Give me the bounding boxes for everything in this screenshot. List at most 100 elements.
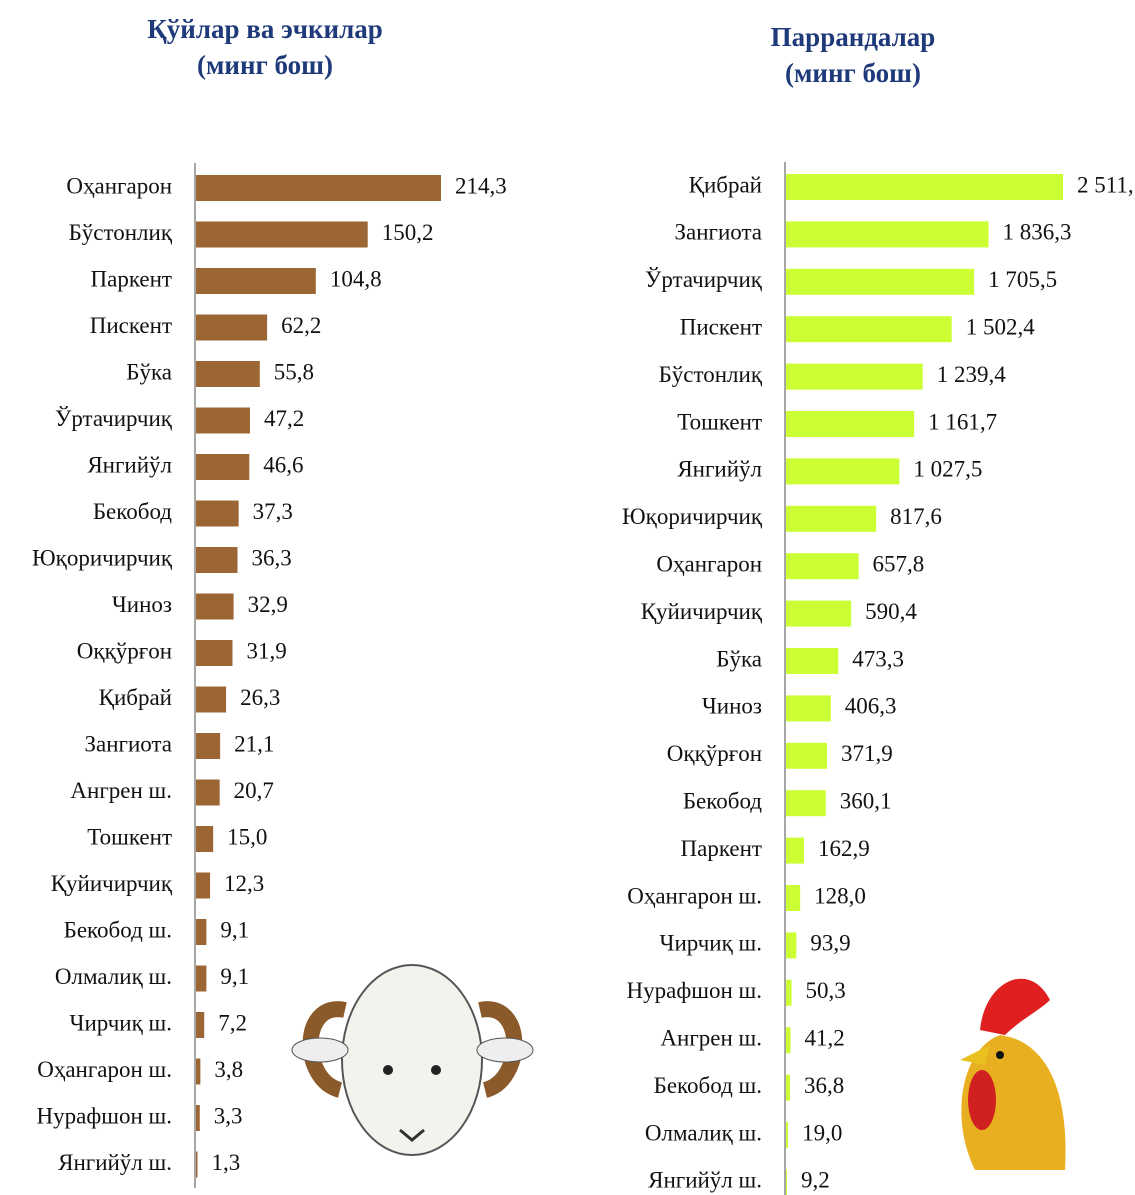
bar	[196, 221, 368, 248]
bar	[196, 919, 207, 945]
value-label: 7,2	[218, 1010, 247, 1035]
bar	[786, 1169, 788, 1195]
value-label: 2 511,5	[1077, 172, 1135, 197]
category-label: Қуйичирчиқ	[51, 871, 173, 896]
value-label: 128,0	[814, 883, 866, 908]
bar	[786, 600, 852, 627]
category-label: Зангиота	[84, 731, 172, 756]
bar	[786, 505, 877, 532]
value-label: 3,3	[214, 1103, 243, 1128]
bar	[196, 872, 211, 899]
category-label: Паркент	[91, 266, 173, 291]
value-label: 150,2	[382, 220, 434, 245]
value-label: 214,3	[455, 173, 507, 198]
bar	[786, 790, 826, 817]
value-label: 406,3	[845, 694, 897, 719]
bar	[786, 1122, 789, 1148]
value-label: 19,0	[802, 1120, 842, 1145]
bar	[196, 1058, 201, 1085]
category-label: Бўстонлиқ	[659, 362, 763, 387]
value-label: 360,1	[840, 788, 892, 813]
category-label: Қибрай	[689, 172, 762, 197]
category-label: Оҳангарон ш.	[627, 883, 762, 908]
bar	[196, 547, 238, 573]
value-label: 9,1	[220, 964, 249, 989]
category-label: Оққўрғон	[77, 638, 172, 663]
category-label: Юқоричирчиқ	[32, 545, 173, 570]
bar	[786, 411, 915, 437]
value-label: 473,3	[852, 646, 904, 671]
bar	[196, 1105, 200, 1131]
category-label: Тошкент	[677, 409, 762, 434]
category-label: Бекобод	[93, 499, 172, 524]
bar	[786, 458, 900, 485]
category-label: Чиноз	[112, 592, 172, 617]
value-label: 9,1	[220, 917, 249, 942]
category-label: Олмалиқ ш.	[55, 964, 172, 989]
value-label: 31,9	[246, 638, 286, 663]
chart-subtitle: (минг бош)	[785, 58, 921, 88]
bar	[786, 221, 989, 248]
bar	[786, 363, 923, 390]
value-label: 817,6	[890, 504, 942, 529]
category-label: Нурафшон ш.	[627, 978, 762, 1003]
value-label: 1 027,5	[913, 457, 982, 482]
value-label: 47,2	[264, 406, 304, 431]
value-label: 62,2	[281, 313, 321, 338]
bar	[786, 1027, 791, 1054]
bar	[786, 553, 859, 580]
value-label: 1 502,4	[966, 314, 1035, 339]
sheep-illustration	[291, 964, 534, 1156]
bar	[196, 1012, 205, 1038]
category-label: Нурафшон ш.	[37, 1103, 172, 1128]
value-label: 1 705,5	[988, 267, 1057, 292]
bar	[786, 268, 975, 295]
category-label: Янгийўл	[87, 452, 172, 477]
category-label: Оҳангарон	[66, 173, 172, 198]
value-label: 41,2	[805, 1025, 845, 1050]
bar	[196, 1151, 198, 1178]
value-label: 50,3	[806, 978, 846, 1003]
category-label: Қибрай	[99, 685, 172, 710]
value-label: 371,9	[841, 741, 893, 766]
value-label: 26,3	[240, 685, 280, 710]
value-label: 32,9	[248, 592, 288, 617]
chart-title: Паррандалар	[771, 22, 936, 52]
category-label: Паркент	[681, 836, 763, 861]
bar	[196, 686, 227, 713]
bar	[786, 174, 1063, 200]
bar	[786, 316, 952, 343]
value-label: 104,8	[330, 266, 382, 291]
bar	[196, 314, 268, 341]
category-label: Янгийўл ш.	[648, 1168, 762, 1193]
bar	[786, 885, 801, 911]
bar	[196, 268, 316, 294]
category-label: Пискент	[680, 314, 762, 339]
category-label: Бекобод ш.	[654, 1073, 762, 1098]
bar	[196, 733, 221, 759]
chart-title: Қўйлар ва эчкилар	[147, 14, 383, 44]
category-label: Юқоричирчиқ	[622, 504, 763, 529]
bar	[786, 742, 828, 769]
bar	[196, 779, 220, 806]
category-label: Бўка	[716, 646, 762, 671]
value-label: 162,9	[818, 836, 870, 861]
value-label: 657,8	[873, 551, 925, 576]
category-label: Тошкент	[87, 824, 172, 849]
value-label: 36,8	[804, 1073, 844, 1098]
value-label: 1 161,7	[928, 409, 997, 434]
category-label: Ўртачирчиқ	[55, 406, 173, 431]
value-label: 1,3	[211, 1150, 240, 1175]
category-label: Янгийўл	[677, 457, 762, 482]
value-label: 9,2	[801, 1168, 830, 1193]
category-label: Оққўрғон	[667, 741, 762, 766]
value-label: 37,3	[253, 499, 293, 524]
value-label: 36,3	[252, 545, 292, 570]
bar	[786, 648, 839, 674]
category-label: Чиноз	[702, 694, 762, 719]
value-label: 21,1	[234, 731, 274, 756]
value-label: 46,6	[263, 452, 303, 477]
category-label: Пискент	[90, 313, 172, 338]
category-label: Оҳангарон ш.	[37, 1057, 172, 1082]
